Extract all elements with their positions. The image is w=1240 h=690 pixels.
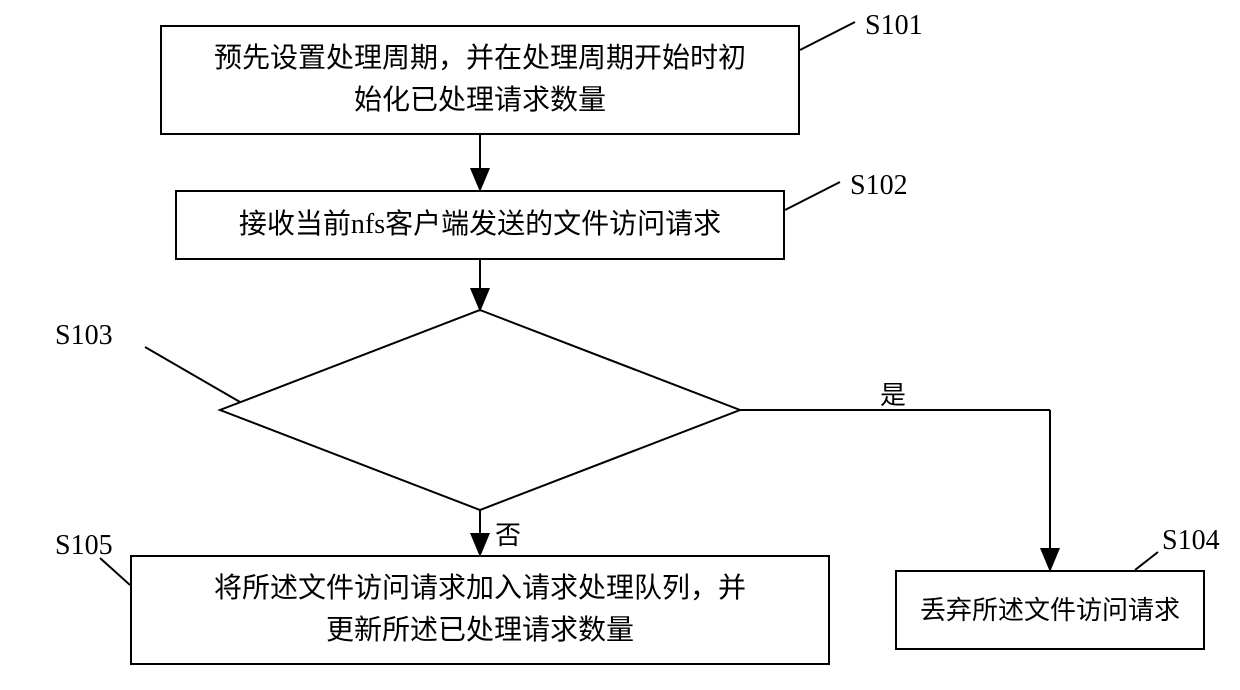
step-label-s105: S105 <box>55 530 113 562</box>
node-s105-line1: 将所述文件访问请求加入请求处理队列，并 <box>214 573 746 604</box>
edge-label-no: 否 <box>495 515 521 552</box>
step-label-s103-text: S103 <box>55 320 113 351</box>
node-s103-text: 在当前处理周期内的已 处理请求数量是否达到 预设阈值? <box>330 360 630 469</box>
node-s101-line1: 预先设置处理周期，并在处理周期开始时初 <box>214 43 746 74</box>
node-s103-line3: 预设阈值? <box>422 436 538 465</box>
node-s101-line2: 始化已处理请求数量 <box>354 85 606 116</box>
step-label-s101-text: S101 <box>865 10 923 41</box>
tick-s102 <box>785 182 840 210</box>
node-s103-line1: 在当前处理周期内的已 <box>350 363 610 392</box>
step-label-s101: S101 <box>865 10 923 42</box>
node-s105: 将所述文件访问请求加入请求处理队列，并 更新所述已处理请求数量 <box>130 555 830 665</box>
node-s104: 丢弃所述文件访问请求 <box>895 570 1205 650</box>
node-s102-text: 接收当前nfs客户端发送的文件访问请求 <box>239 204 721 246</box>
node-s102: 接收当前nfs客户端发送的文件访问请求 <box>175 190 785 260</box>
step-label-s103: S103 <box>55 320 113 352</box>
tick-s101 <box>800 22 855 50</box>
edge-label-yes-text: 是 <box>880 381 906 410</box>
step-label-s104: S104 <box>1162 525 1220 557</box>
node-s104-text: 丢弃所述文件访问请求 <box>920 591 1180 630</box>
node-s105-line2: 更新所述已处理请求数量 <box>326 615 634 646</box>
step-label-s102: S102 <box>850 170 908 202</box>
edge-label-no-text: 否 <box>495 521 521 550</box>
tick-s103 <box>145 347 240 402</box>
step-label-s104-text: S104 <box>1162 525 1220 556</box>
node-s103-line2: 处理请求数量是否达到 <box>350 399 610 428</box>
node-s101: 预先设置处理周期，并在处理周期开始时初 始化已处理请求数量 <box>160 25 800 135</box>
tick-s104 <box>1135 552 1158 570</box>
tick-s105 <box>100 558 130 585</box>
step-label-s105-text: S105 <box>55 530 113 561</box>
step-label-s102-text: S102 <box>850 170 908 201</box>
edge-label-yes: 是 <box>880 375 906 412</box>
